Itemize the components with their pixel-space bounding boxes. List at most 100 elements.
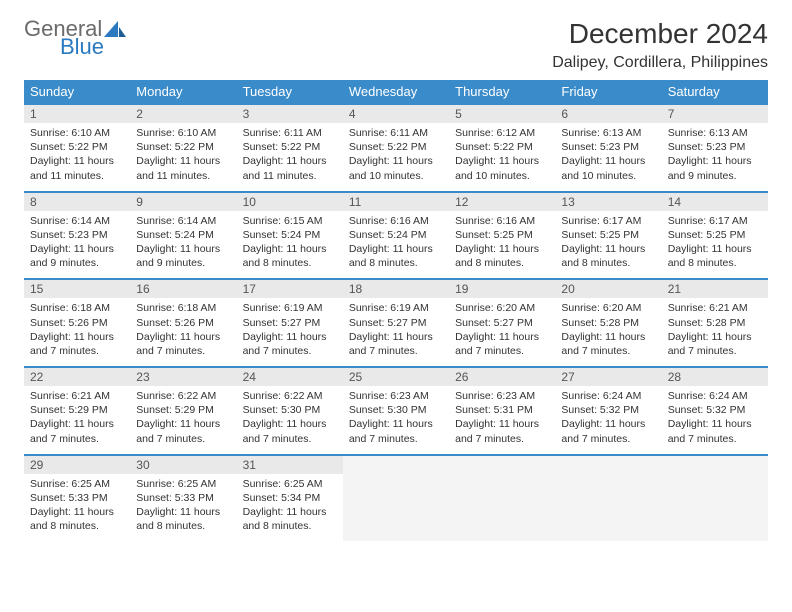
day-content-cell: Sunrise: 6:21 AMSunset: 5:28 PMDaylight:… [662, 298, 768, 367]
daylight-text: Daylight: 11 hours and 7 minutes. [455, 330, 549, 358]
sunset-text: Sunset: 5:28 PM [561, 316, 655, 330]
daylight-text: Daylight: 11 hours and 8 minutes. [243, 505, 337, 533]
daylight-text: Daylight: 11 hours and 9 minutes. [136, 242, 230, 270]
weekday-header: Wednesday [343, 80, 449, 104]
day-number-cell: 9 [130, 192, 236, 211]
daylight-text: Daylight: 11 hours and 10 minutes. [349, 154, 443, 182]
title-block: December 2024 Dalipey, Cordillera, Phili… [552, 18, 768, 72]
weekday-header-row: Sunday Monday Tuesday Wednesday Thursday… [24, 80, 768, 104]
sunrise-text: Sunrise: 6:18 AM [30, 301, 124, 315]
daylight-text: Daylight: 11 hours and 8 minutes. [668, 242, 762, 270]
day-content-cell: Sunrise: 6:25 AMSunset: 5:34 PMDaylight:… [237, 474, 343, 542]
day-number-cell: 25 [343, 367, 449, 386]
sunset-text: Sunset: 5:32 PM [561, 403, 655, 417]
day-content-cell: Sunrise: 6:25 AMSunset: 5:33 PMDaylight:… [130, 474, 236, 542]
sunrise-text: Sunrise: 6:20 AM [455, 301, 549, 315]
day-number-cell: 19 [449, 279, 555, 298]
day-content-cell: Sunrise: 6:17 AMSunset: 5:25 PMDaylight:… [555, 211, 661, 280]
daylight-text: Daylight: 11 hours and 7 minutes. [30, 330, 124, 358]
sunset-text: Sunset: 5:22 PM [243, 140, 337, 154]
day-number-row: 15161718192021 [24, 279, 768, 298]
day-number-cell: 4 [343, 104, 449, 123]
day-content-cell: Sunrise: 6:16 AMSunset: 5:24 PMDaylight:… [343, 211, 449, 280]
day-number-cell: 10 [237, 192, 343, 211]
day-content-cell: Sunrise: 6:23 AMSunset: 5:30 PMDaylight:… [343, 386, 449, 455]
day-content-cell [449, 474, 555, 542]
sunrise-text: Sunrise: 6:24 AM [668, 389, 762, 403]
sunrise-text: Sunrise: 6:11 AM [349, 126, 443, 140]
day-content-cell: Sunrise: 6:18 AMSunset: 5:26 PMDaylight:… [130, 298, 236, 367]
day-number-cell: 28 [662, 367, 768, 386]
calendar-table: Sunday Monday Tuesday Wednesday Thursday… [24, 80, 768, 541]
sunrise-text: Sunrise: 6:14 AM [136, 214, 230, 228]
sunset-text: Sunset: 5:27 PM [349, 316, 443, 330]
day-content-cell: Sunrise: 6:19 AMSunset: 5:27 PMDaylight:… [343, 298, 449, 367]
daylight-text: Daylight: 11 hours and 8 minutes. [30, 505, 124, 533]
day-content-cell: Sunrise: 6:22 AMSunset: 5:29 PMDaylight:… [130, 386, 236, 455]
daylight-text: Daylight: 11 hours and 7 minutes. [455, 417, 549, 445]
day-number-cell [555, 455, 661, 474]
daylight-text: Daylight: 11 hours and 7 minutes. [349, 330, 443, 358]
sunset-text: Sunset: 5:27 PM [243, 316, 337, 330]
day-number-cell: 22 [24, 367, 130, 386]
sunset-text: Sunset: 5:34 PM [243, 491, 337, 505]
sunrise-text: Sunrise: 6:21 AM [668, 301, 762, 315]
day-content-cell [662, 474, 768, 542]
day-number-cell: 30 [130, 455, 236, 474]
day-content-cell: Sunrise: 6:14 AMSunset: 5:24 PMDaylight:… [130, 211, 236, 280]
day-number-cell: 18 [343, 279, 449, 298]
sunset-text: Sunset: 5:24 PM [136, 228, 230, 242]
day-number-cell: 31 [237, 455, 343, 474]
sunrise-text: Sunrise: 6:21 AM [30, 389, 124, 403]
day-content-cell: Sunrise: 6:25 AMSunset: 5:33 PMDaylight:… [24, 474, 130, 542]
day-number-cell: 24 [237, 367, 343, 386]
day-number-cell: 21 [662, 279, 768, 298]
day-number-cell: 20 [555, 279, 661, 298]
sunset-text: Sunset: 5:25 PM [668, 228, 762, 242]
day-content-row: Sunrise: 6:14 AM Sunset: 5:23 PM Daylight:… [24, 211, 768, 280]
weekday-header: Sunday [24, 80, 130, 104]
month-title: December 2024 [552, 18, 768, 50]
sunrise-text: Sunrise: 6:17 AM [668, 214, 762, 228]
day-number-cell: 6 [555, 104, 661, 123]
day-number-cell [662, 455, 768, 474]
sunrise-text: Sunrise: 6:24 AM [561, 389, 655, 403]
day-number-cell [343, 455, 449, 474]
sunrise-text: Sunrise: 6:13 AM [561, 126, 655, 140]
sunset-text: Sunset: 5:23 PM [30, 228, 124, 242]
day-content-cell: Sunrise: 6:24 AMSunset: 5:32 PMDaylight:… [662, 386, 768, 455]
day-content-cell: Sunrise: 6:17 AMSunset: 5:25 PMDaylight:… [662, 211, 768, 280]
sunrise-text: Sunrise: 6:23 AM [349, 389, 443, 403]
sunset-text: Sunset: 5:29 PM [136, 403, 230, 417]
day-content-cell: Sunrise: 6:24 AMSunset: 5:32 PMDaylight:… [555, 386, 661, 455]
daylight-text: Daylight: 11 hours and 7 minutes. [243, 330, 337, 358]
day-content-row: Sunrise: 6:18 AMSunset: 5:26 PMDaylight:… [24, 298, 768, 367]
weekday-header: Thursday [449, 80, 555, 104]
day-content-cell [343, 474, 449, 542]
daylight-text: Daylight: 11 hours and 7 minutes. [668, 330, 762, 358]
day-number-cell: 15 [24, 279, 130, 298]
daylight-text: Daylight: 11 hours and 7 minutes. [136, 330, 230, 358]
sunrise-text: Sunrise: 6:19 AM [349, 301, 443, 315]
day-number-cell: 23 [130, 367, 236, 386]
day-content-cell: Sunrise: 6:12 AMSunset: 5:22 PMDaylight:… [449, 123, 555, 192]
daylight-text: Daylight: 11 hours and 7 minutes. [30, 417, 124, 445]
sunset-text: Sunset: 5:24 PM [349, 228, 443, 242]
brand-word-2: Blue [60, 36, 126, 58]
day-number-cell: 27 [555, 367, 661, 386]
day-content-cell: Sunrise: 6:23 AMSunset: 5:31 PMDaylight:… [449, 386, 555, 455]
day-content-cell: Sunrise: 6:21 AMSunset: 5:29 PMDaylight:… [24, 386, 130, 455]
day-number-cell: 17 [237, 279, 343, 298]
sunrise-text: Sunrise: 6:22 AM [243, 389, 337, 403]
sunrise-text: Sunrise: 6:23 AM [455, 389, 549, 403]
day-number-row: 22232425262728 [24, 367, 768, 386]
day-number-cell: 8 [24, 192, 130, 211]
sunset-text: Sunset: 5:31 PM [455, 403, 549, 417]
day-number-cell: 29 [24, 455, 130, 474]
day-content-row: Sunrise: 6:10 AMSunset: 5:22 PMDaylight:… [24, 123, 768, 192]
daylight-text: Daylight: 11 hours and 8 minutes. [243, 242, 337, 270]
sunset-text: Sunset: 5:29 PM [30, 403, 124, 417]
day-content-cell: Sunrise: 6:13 AMSunset: 5:23 PMDaylight:… [662, 123, 768, 192]
sunset-text: Sunset: 5:25 PM [455, 228, 549, 242]
daylight-text: Daylight: 11 hours and 8 minutes. [136, 505, 230, 533]
